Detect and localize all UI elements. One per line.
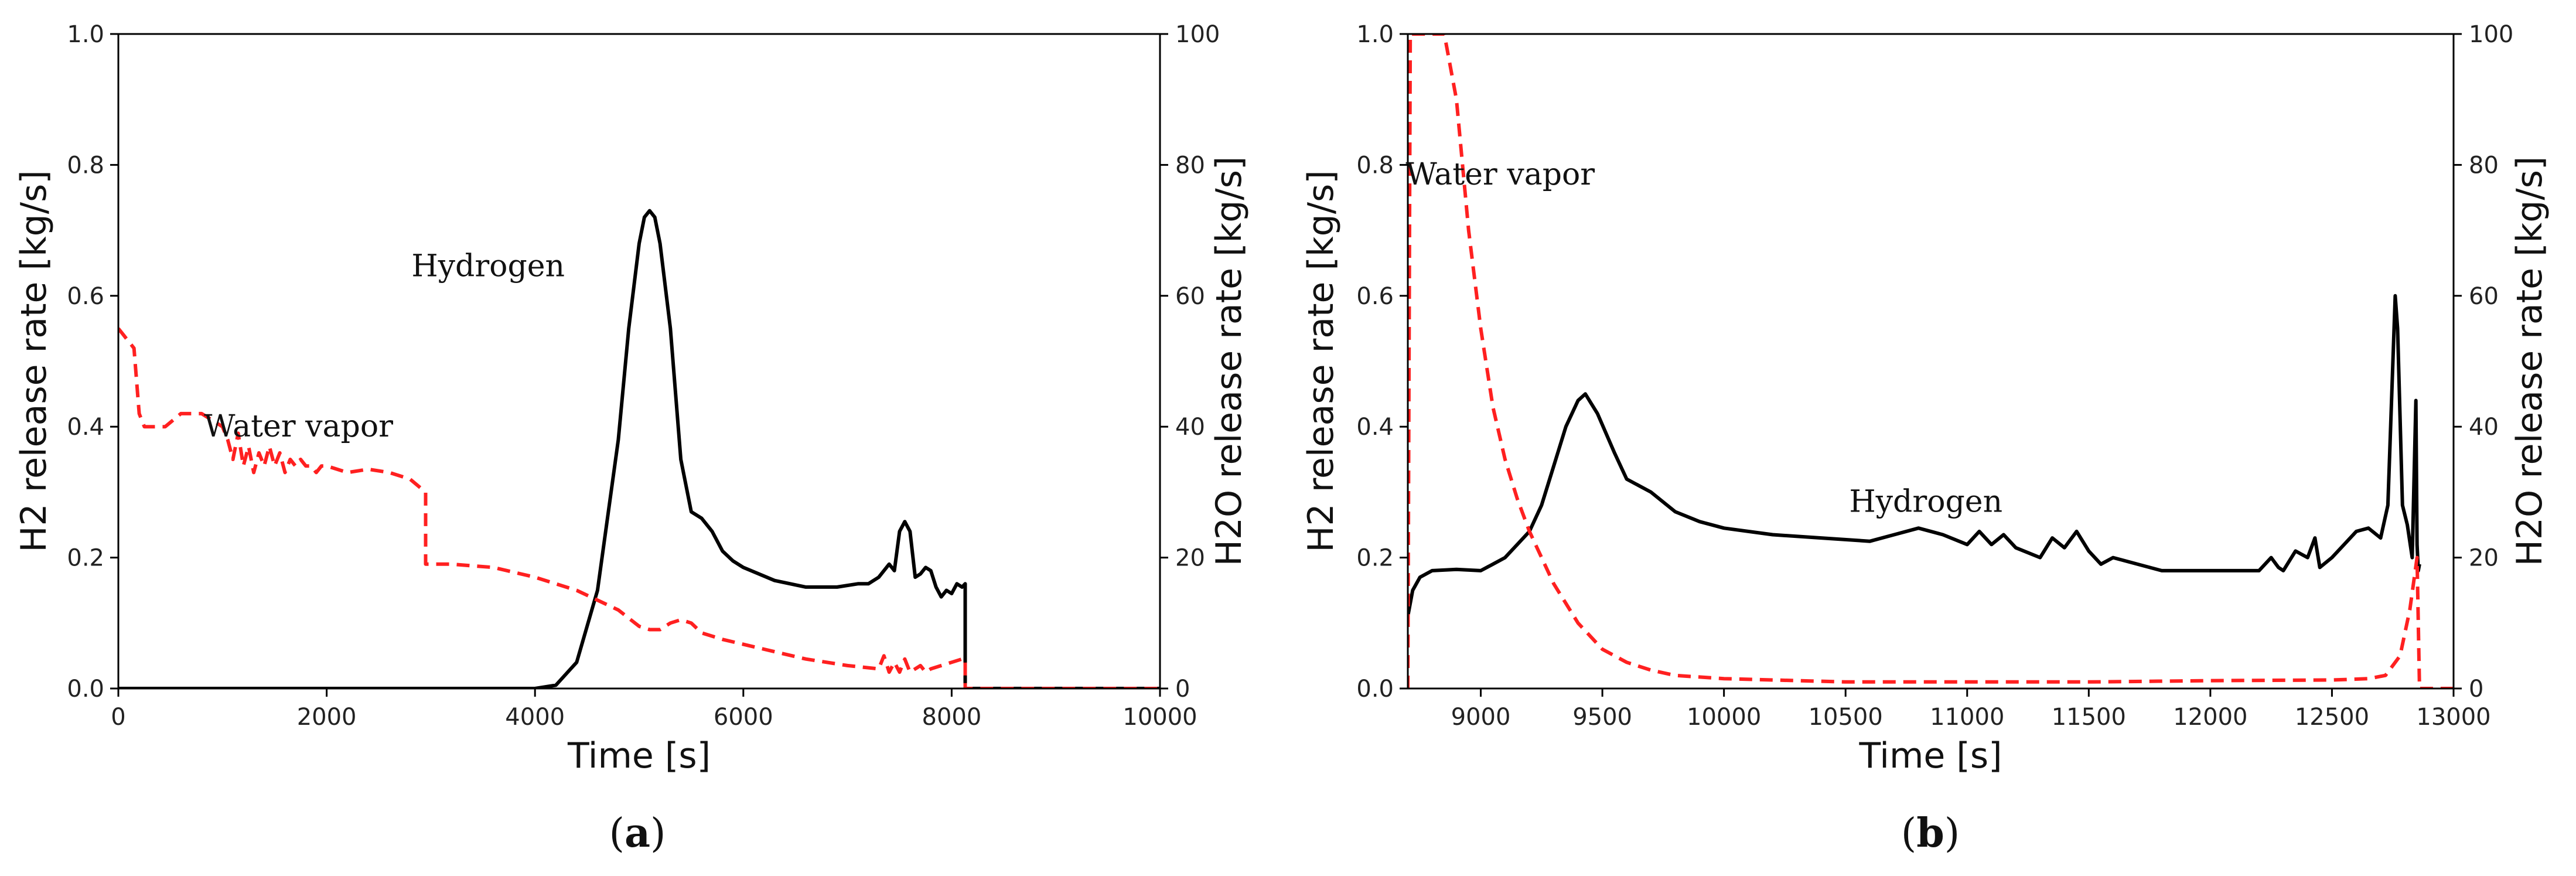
y-left-tick-label: 0.0 (67, 676, 104, 703)
x-tick-label: 12000 (2173, 704, 2247, 731)
y-left-tick-label: 0.2 (1356, 545, 1394, 572)
x-tick-label: 11000 (1930, 704, 2004, 731)
y-left-tick-label: 0.6 (67, 283, 104, 310)
series-line-hydrogen (118, 209, 1160, 688)
x-tick-label: 2000 (297, 704, 357, 731)
x-tick-label: 8000 (922, 704, 982, 731)
x-tick-label: 12500 (2295, 704, 2369, 731)
x-tick-label: 4000 (505, 704, 565, 731)
series-group (1408, 34, 2454, 688)
y-right-tick-label: 100 (2469, 21, 2513, 48)
annotation-water-vapor: Water vapor (1405, 157, 1595, 192)
y-right-tick-label: 0 (1175, 676, 1190, 703)
annotation-hydrogen: Hydrogen (1849, 484, 2002, 519)
x-tick-label: 10500 (1809, 704, 1883, 731)
y-right-axis-label: H2O release rate [kg/s] (1209, 156, 1250, 567)
plot-frame (117, 33, 1161, 690)
y-right-tick-label: 40 (1175, 414, 1205, 441)
x-tick-label: 11500 (2052, 704, 2126, 731)
x-tick-label: 0 (111, 704, 125, 731)
y-right-tick-label: 100 (1175, 21, 1220, 48)
y-left-tick-label: 0.6 (1356, 283, 1394, 310)
series-group (118, 209, 1160, 688)
chart-panel-a: 0 2000 4000 6000 8000 10000 0.0 0.2 0.4 0.6 0.8 1.0… (13, 21, 1250, 857)
y-left-tick-label: 0.4 (67, 414, 104, 441)
y-left-tick-label: 0.8 (1356, 152, 1394, 179)
series-line-hydrogen (1408, 294, 2421, 617)
y-left-tick-label: 0.8 (67, 152, 104, 179)
panel-label: (a) (609, 810, 666, 857)
series-line-water-vapor (118, 327, 1160, 688)
panel-label: (b) (1901, 810, 1960, 857)
y-left-tick-label: 1.0 (67, 21, 104, 48)
y-right-tick-label: 20 (2469, 545, 2499, 572)
x-tick-label: 13000 (2416, 704, 2490, 731)
x-tick-label: 6000 (714, 704, 773, 731)
y-right-tick-label: 60 (2469, 283, 2499, 310)
y-left-tick-label: 1.0 (1356, 21, 1394, 48)
y-left-tick-label: 0.0 (1356, 676, 1394, 703)
x-axis-label: Time [s] (567, 735, 711, 776)
y-left-tick-label: 0.2 (67, 545, 104, 572)
y-right-tick-label: 20 (1175, 545, 1205, 572)
x-axis-label: Time [s] (1859, 735, 2002, 776)
y-right-tick-label: 0 (2469, 676, 2483, 703)
y-right-tick-label: 60 (1175, 283, 1205, 310)
annotation-hydrogen: Hydrogen (411, 248, 565, 284)
y-left-tick-label: 0.4 (1356, 414, 1394, 441)
y-right-axis-label: H2O release rate [kg/s] (2509, 156, 2550, 567)
series-line-water-vapor (1408, 34, 2454, 688)
x-tick-label: 10000 (1122, 704, 1197, 731)
x-tick-label: 9000 (1451, 704, 1511, 731)
x-tick-label: 9500 (1572, 704, 1632, 731)
y-right-tick-label: 40 (2469, 414, 2499, 441)
y-right-tick-label: 80 (1175, 152, 1205, 179)
annotation-water-vapor: Water vapor (204, 409, 393, 444)
x-tick-label: 10000 (1687, 704, 1761, 731)
plot-frame (1407, 33, 2455, 690)
y-left-axis-label: H2 release rate [kg/s] (13, 170, 54, 552)
chart-panel-b: 9000 9500 10000 10500 11000 11500 12000 12500 13… (1301, 21, 2550, 857)
y-left-axis-label: H2 release rate [kg/s] (1301, 170, 1342, 552)
y-right-tick-label: 80 (2469, 152, 2499, 179)
